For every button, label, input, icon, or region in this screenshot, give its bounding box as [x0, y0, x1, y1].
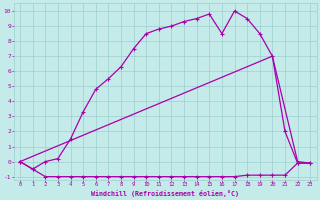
X-axis label: Windchill (Refroidissement éolien,°C): Windchill (Refroidissement éolien,°C) — [91, 190, 239, 197]
